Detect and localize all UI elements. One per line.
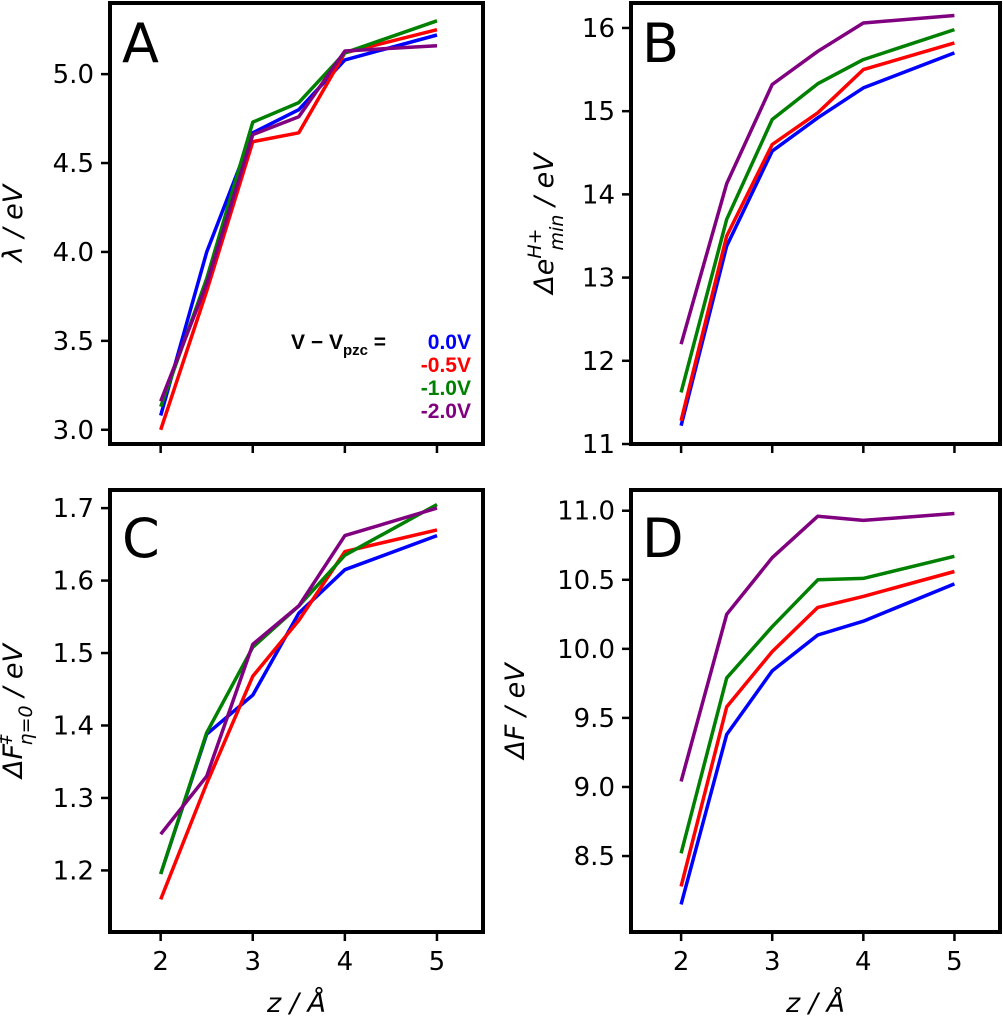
panel-letter-c: C: [122, 507, 160, 570]
panel-letter-b: B: [642, 12, 679, 75]
x-tick-label-c: 4: [337, 947, 354, 977]
y-tick-label-a: 3.0: [53, 416, 94, 446]
y-tick-label-b: 15: [582, 97, 615, 127]
plot-frame-c: [108, 488, 485, 934]
panel-d: 8.5 9.0 9.5 10.0 10.5 11.0 2 3 4 5 z / Å ΔF / eV D: [500, 488, 1002, 1018]
y-tick-label-d: 10.5: [557, 566, 615, 596]
series-line-d-neg2p0V: [679, 511, 955, 782]
panel-b: 11 12 13 14 15 16 ΔeH+min / eV B: [524, 1, 1002, 460]
series-line-c-neg2p0V: [159, 506, 438, 836]
y-tick-label-d: 8.5: [574, 842, 615, 872]
legend-entry-neg0p5V: -0.5V: [421, 354, 471, 377]
y-tick-label-c: 1.6: [53, 567, 94, 597]
plot-frame-d: [629, 488, 1002, 934]
series-line-d-neg0p5V: [679, 569, 955, 887]
y-axis-label-c: ΔF‡η=0 / eV: [0, 642, 37, 780]
x-tick-label-d: 5: [946, 947, 963, 977]
y-tick-label-d: 9.5: [574, 704, 615, 734]
plot-frame-b: [629, 1, 1002, 446]
legend-entry-neg2p0V: -2.0V: [421, 400, 471, 423]
y-tick-label-a: 3.5: [53, 327, 94, 357]
series-line-b-0p0V: [679, 51, 956, 427]
series-line-c-neg0p5V: [159, 528, 438, 901]
panel-letter-d: D: [642, 507, 684, 570]
legend-entry-0p0V: 0.0V: [428, 331, 471, 354]
series-line-a-0p0V: [159, 33, 438, 416]
legend-title: V − Vpzc =: [291, 331, 386, 359]
y-axis-label-d: ΔF / eV: [500, 661, 531, 761]
y-tick-label-b: 16: [582, 14, 615, 44]
x-axis-label-c: z / Å: [266, 987, 326, 1018]
x-axis-label-d: z / Å: [785, 987, 845, 1018]
legend: V − Vpzc = 0.0V-0.5V-1.0V-2.0V: [291, 331, 471, 423]
y-axis-label-a: λ / eV: [0, 182, 29, 264]
series-line-d-0p0V: [679, 582, 956, 905]
plot-frame-a: [108, 1, 485, 446]
y-tick-label-b: 14: [582, 180, 615, 210]
y-tick-label-c: 1.4: [53, 711, 94, 741]
panel-c: 1.2 1.3 1.4 1.5 1.6 1.7 2 3 4 5 z / Å ΔF‡η=0 / eV C: [0, 488, 485, 1018]
series-line-b-neg1p0V: [679, 27, 955, 393]
x-tick-label-d: 4: [855, 947, 872, 977]
legend-entry-neg1p0V: -1.0V: [421, 377, 471, 400]
x-tick-label-c: 3: [244, 947, 261, 977]
x-tick-label-d: 3: [764, 947, 781, 977]
series-line-b-neg0p5V: [679, 41, 955, 422]
series-line-d-neg1p0V: [679, 554, 955, 854]
y-tick-label-c: 1.2: [53, 856, 94, 886]
y-axis-label-b: ΔeH+min / eV: [524, 151, 568, 296]
y-tick-label-a: 4.0: [53, 238, 94, 268]
y-tick-label-d: 11.0: [557, 497, 615, 527]
series-line-c-neg1p0V: [159, 502, 438, 875]
x-tick-label-d: 2: [673, 947, 690, 977]
series-line-b-neg2p0V: [679, 13, 955, 345]
y-tick-label-d: 9.0: [574, 773, 615, 803]
series-line-a-neg0p5V: [159, 28, 438, 431]
series-line-c-0p0V: [159, 533, 438, 875]
x-tick-label-c: 2: [152, 947, 169, 977]
y-tick-label-b: 12: [582, 347, 615, 377]
panel-a: 3.0 3.5 4.0 4.5 5.0 λ / eV A V − Vpzc = 0.0V-0.5…: [0, 1, 485, 453]
y-tick-label-c: 1.5: [53, 639, 94, 669]
y-tick-label-b: 11: [582, 430, 615, 460]
y-tick-label-a: 4.5: [53, 149, 94, 179]
x-tick-label-c: 5: [429, 947, 446, 977]
y-tick-label-b: 13: [582, 264, 615, 294]
y-tick-label-c: 1.7: [53, 494, 94, 524]
y-tick-label-c: 1.3: [53, 784, 94, 814]
series-line-a-neg2p0V: [159, 43, 438, 402]
y-tick-label-d: 10.0: [557, 635, 615, 665]
y-tick-label-a: 5.0: [53, 60, 94, 90]
panel-letter-a: A: [122, 12, 159, 75]
